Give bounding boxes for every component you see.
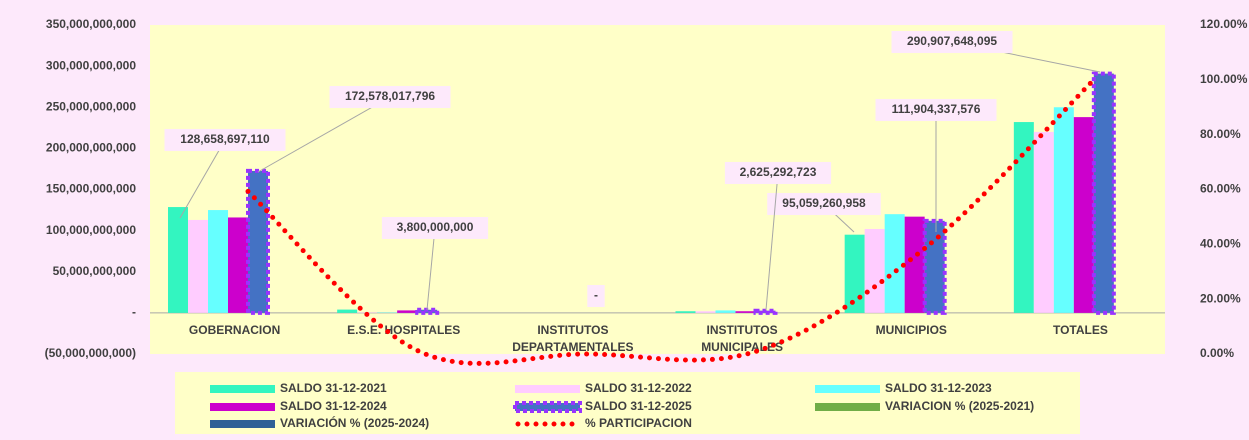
bar [864,228,885,313]
label-box [329,86,451,108]
x-tick-label: E.S.E. HOSPITALES [347,323,460,337]
x-tick-label: TOTALES [1053,323,1108,337]
legend-swatch [210,385,275,393]
bar [715,310,736,313]
bar [675,311,696,313]
bar [884,214,905,313]
legend-label: % PARTICIPACION [585,416,692,430]
label-box [587,285,605,307]
bar [168,207,188,313]
legend-label: VARIACION % (2025-2021) [885,399,1034,413]
bar [246,168,270,315]
bar [735,311,756,313]
data-label: 128,658,697,110 [180,132,270,146]
bar [208,210,228,313]
bar [337,309,358,313]
bar [1091,71,1116,315]
y-tick-label: 250,000,000,000 [46,99,136,113]
data-label: 290,907,648,095 [907,34,997,48]
bar [415,307,440,315]
line [245,77,1097,366]
legend-label: SALDO 31-12-2025 [585,399,692,413]
x-tick-label: INSTITUTOS MUNICIPALES [701,323,783,354]
legend-swatch [515,385,580,393]
data-label: 95,059,260,958 [782,196,866,210]
x-tick-label: INSTITUTOS DEPARTAMENTALES [512,323,633,354]
data-label: 172,578,017,796 [345,89,435,103]
y2-tick-label: 100.00% [1200,72,1248,86]
bar [753,308,778,315]
y-tick-label: 150,000,000,000 [46,182,136,196]
leader-line [426,227,436,311]
x-tick-label: MUNICIPIOS [876,323,947,337]
legend-label: SALDO 31-12-2022 [585,381,692,395]
bar [1073,117,1094,313]
x-tick-label: GOBERNACION [189,323,280,337]
y2-tick-label: 20.00% [1200,291,1241,305]
y-tick-label: 200,000,000,000 [46,141,136,155]
legend-label: SALDO 31-12-2021 [280,381,387,395]
y2-tick-label: 120.00% [1200,17,1248,31]
bar [228,217,248,313]
legend-swatch [815,385,880,393]
bar [188,219,208,313]
legend-label: SALDO 31-12-2023 [885,381,992,395]
legend-swatch [815,403,880,411]
label-box [724,162,832,184]
label-box [381,217,489,239]
legend-box [175,372,1080,434]
y-tick-label: 350,000,000,000 [46,17,136,31]
bar [1013,122,1034,313]
y2-tick-label: 60.00% [1200,182,1241,196]
data-label: 111,904,337,576 [892,102,981,116]
data-label: 2,625,292,723 [740,165,817,179]
y-tick-label: 300,000,000,000 [46,58,136,72]
legend-swatch [210,420,275,428]
bar [844,234,865,313]
plot-area [150,25,1165,354]
y2-tick-label: 80.00% [1200,127,1241,141]
leader-line [179,139,226,219]
bar [904,216,925,313]
bar [695,311,716,313]
leader-line [257,96,391,173]
bar [1033,131,1054,313]
data-label: - [594,288,598,302]
y2-tick-label: 0.00% [1200,346,1234,360]
y2-tick-label: 40.00% [1200,237,1241,251]
legend-swatch [210,403,275,411]
legend-label: SALDO 31-12-2024 [280,399,387,413]
bar [922,218,947,315]
legend-swatch [513,401,582,413]
y-tick-label: (50,000,000,000) [45,346,136,360]
leader-line [765,172,779,311]
legend-label: VARIACIÓN % (2025-2024) [280,415,429,430]
label-box [875,99,997,121]
y-tick-label: 50,000,000,000 [53,264,137,278]
label-box [891,31,1013,53]
y-tick-label: 100,000,000,000 [46,223,136,237]
label-box [767,193,881,215]
data-label: 3,800,000,000 [397,220,474,234]
bar [1053,107,1074,313]
bar [397,310,418,313]
label-box [164,129,286,151]
y-tick-label: - [132,305,136,319]
